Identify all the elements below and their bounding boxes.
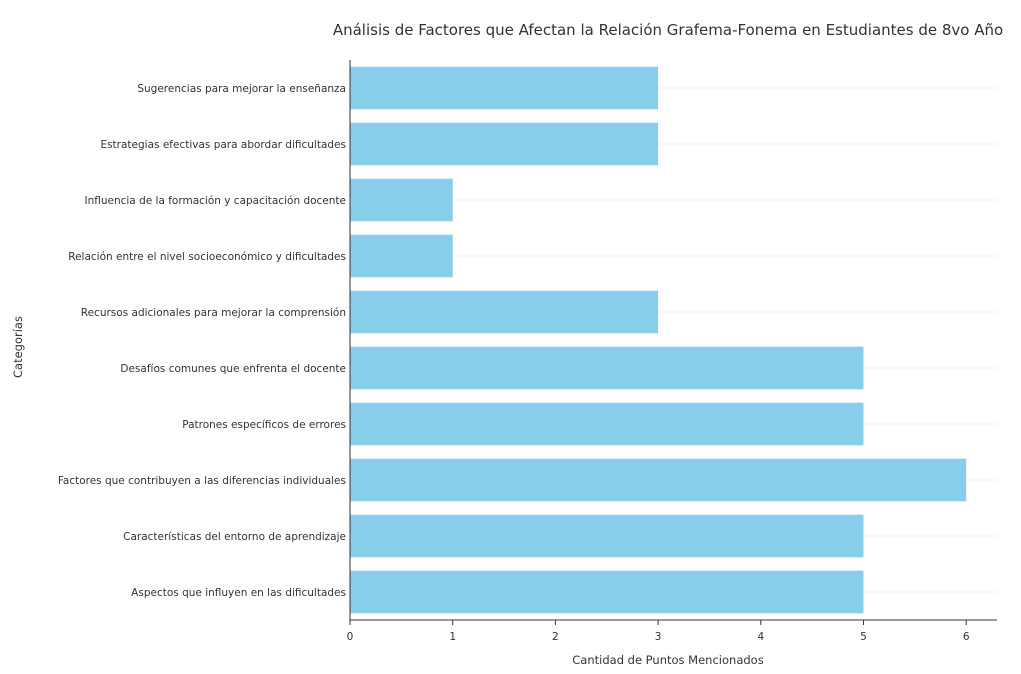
category-label: Influencia de la formación y capacitació… <box>84 195 346 207</box>
category-label: Relación entre el nivel socioeconómico y… <box>68 251 346 263</box>
bar <box>350 346 864 390</box>
category-label: Aspectos que influyen en las dificultade… <box>131 587 346 599</box>
category-label: Estrategias efectivas para abordar dific… <box>100 139 346 151</box>
category-label: Características del entorno de aprendiza… <box>123 531 346 543</box>
bar <box>350 290 659 334</box>
category-label: Sugerencias para mejorar la enseñanza <box>137 83 346 95</box>
bar <box>350 122 659 166</box>
bar <box>350 234 453 278</box>
y-axis-label: Categorías <box>11 316 25 378</box>
bar <box>350 178 453 222</box>
bars-group <box>350 66 967 614</box>
category-label: Desafíos comunes que enfrenta el docente <box>120 363 346 375</box>
bar <box>350 66 659 110</box>
x-axis-label: Cantidad de Puntos Mencionados <box>572 653 763 667</box>
category-label: Patrones específicos de errores <box>182 419 346 431</box>
x-tick-label: 5 <box>860 631 867 643</box>
bar <box>350 402 864 446</box>
x-tick-label: 1 <box>449 631 456 643</box>
x-tick-label: 4 <box>757 631 764 643</box>
x-tick-label: 2 <box>552 631 559 643</box>
chart-title: Análisis de Factores que Afectan la Rela… <box>333 21 1003 39</box>
bar <box>350 458 967 502</box>
category-label: Recursos adicionales para mejorar la com… <box>81 307 346 319</box>
category-labels: Sugerencias para mejorar la enseñanza Est… <box>58 83 346 599</box>
bar <box>350 570 864 614</box>
x-ticks: 0 1 2 3 4 5 6 <box>347 620 970 643</box>
x-tick-label: 6 <box>963 631 970 643</box>
x-tick-label: 0 <box>347 631 354 643</box>
bar <box>350 514 864 558</box>
category-label: Factores que contribuyen a las diferenci… <box>58 475 346 487</box>
x-tick-label: 3 <box>655 631 662 643</box>
